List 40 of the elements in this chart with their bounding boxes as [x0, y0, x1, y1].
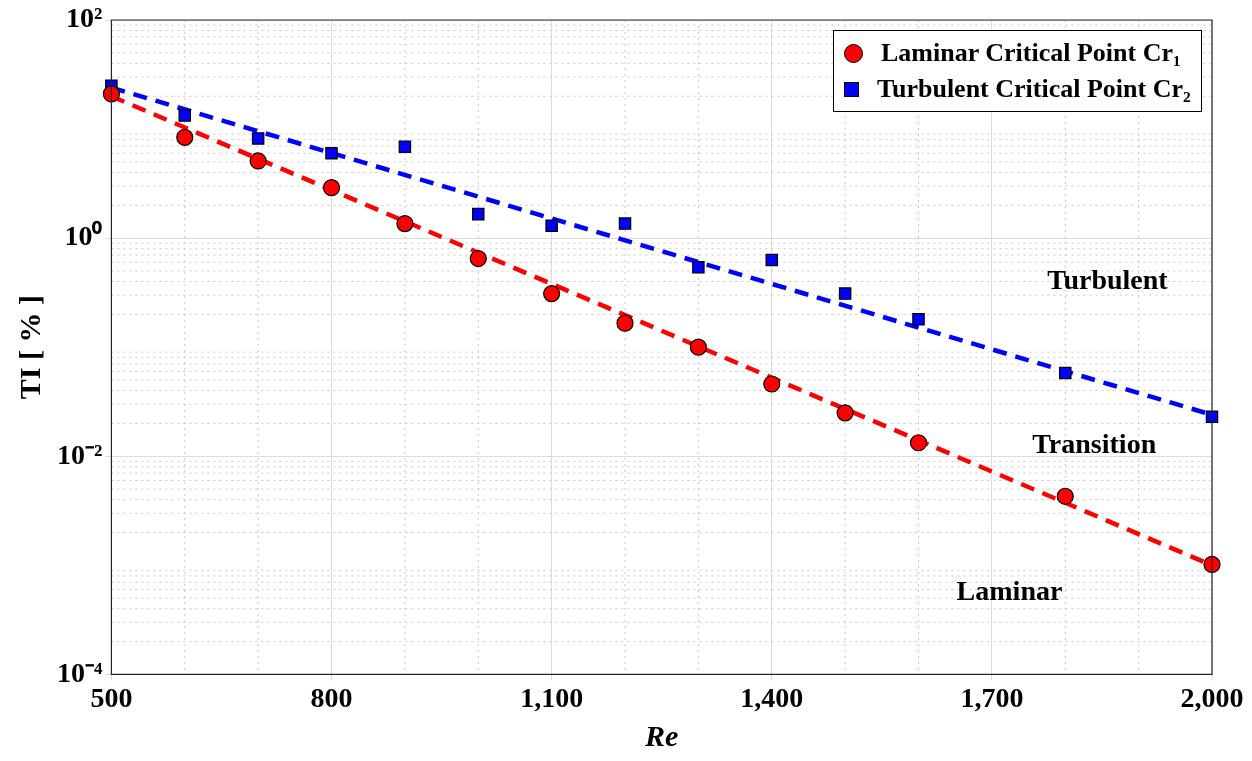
legend-label: Turbulent Critical Point Cr₂ [877, 73, 1191, 105]
y-axis-title: TI [ % ] [12, 295, 46, 400]
annotation: Turbulent [1047, 263, 1169, 295]
point [322, 179, 341, 197]
point [838, 287, 852, 300]
point [178, 109, 192, 122]
x-tick-label: 1,400 [740, 682, 804, 714]
x-tick-label: 2,000 [1180, 682, 1244, 714]
point [398, 140, 412, 153]
point [765, 253, 779, 267]
annotation: Laminar [956, 574, 1063, 606]
point [472, 207, 485, 221]
point [616, 314, 634, 332]
point [176, 128, 194, 146]
annotation: Transition [1032, 427, 1157, 459]
point [469, 249, 487, 268]
point [251, 132, 265, 145]
point [396, 214, 414, 233]
y-tick-label: 10⁰ [64, 220, 103, 252]
point [689, 338, 707, 356]
point [249, 152, 267, 170]
y-tick-label: 10² [65, 2, 103, 34]
point [763, 375, 781, 393]
point [1056, 487, 1074, 505]
point [836, 404, 854, 422]
point [618, 217, 632, 230]
point [912, 313, 925, 326]
point [102, 85, 120, 103]
x-tick-label: 1,700 [960, 682, 1024, 714]
point [325, 147, 338, 160]
point [909, 434, 928, 452]
x-axis-title: Re [644, 718, 679, 752]
x-tick-label: 1,100 [520, 682, 584, 714]
point [692, 261, 705, 274]
x-tick-label: 800 [310, 682, 353, 714]
point [543, 285, 561, 303]
point [545, 219, 558, 232]
legend-label: Laminar Critical Point Cr₁ [881, 37, 1181, 69]
y-tick-label: 10⁻² [56, 438, 103, 470]
point [1059, 366, 1072, 380]
